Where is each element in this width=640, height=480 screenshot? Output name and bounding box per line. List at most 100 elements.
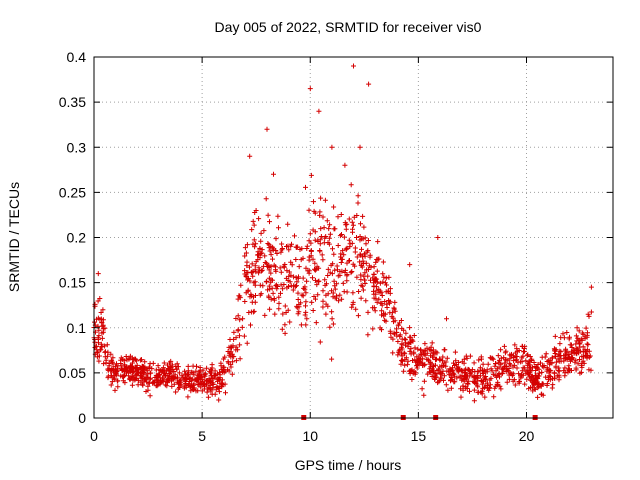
data-point (240, 316, 246, 322)
data-point (243, 250, 249, 256)
data-point (405, 344, 411, 350)
data-point (235, 327, 241, 333)
data-point (443, 382, 449, 388)
data-point (462, 374, 468, 379)
data-point (461, 356, 467, 362)
data-point (191, 372, 197, 378)
data-point (472, 379, 478, 385)
data-point (363, 298, 369, 304)
data-point (421, 392, 427, 398)
data-point (354, 274, 360, 280)
data-point (219, 380, 225, 386)
data-point (271, 246, 277, 252)
data-point (366, 81, 372, 87)
data-point (371, 280, 377, 286)
data-point (193, 377, 199, 383)
data-point (365, 248, 371, 254)
data-point (560, 331, 566, 337)
data-point (329, 271, 335, 277)
data-point (228, 344, 234, 350)
data-point (311, 294, 317, 299)
data-point (322, 197, 328, 203)
data-point (237, 317, 243, 323)
data-point (348, 182, 354, 188)
data-point (249, 299, 255, 305)
data-point (365, 332, 371, 338)
data-point (421, 362, 427, 368)
data-point (368, 264, 374, 270)
data-point (280, 311, 286, 317)
data-point (497, 357, 502, 363)
data-point (453, 362, 459, 367)
data-point (168, 369, 174, 375)
data-point (583, 325, 589, 331)
data-point (460, 383, 466, 389)
data-point (504, 379, 510, 385)
data-point (395, 352, 401, 358)
data-point (237, 342, 243, 348)
data-point (495, 379, 501, 385)
data-point (524, 376, 530, 382)
grid (94, 57, 613, 418)
data-point (349, 219, 355, 225)
data-point (337, 233, 343, 239)
data-point (239, 324, 245, 330)
data-point (183, 382, 189, 388)
data-point (233, 358, 239, 364)
data-point (247, 153, 253, 159)
data-point (463, 353, 469, 359)
data-point (158, 368, 164, 374)
data-point (547, 357, 553, 363)
data-point (303, 265, 309, 271)
data-point (165, 379, 171, 385)
data-point (357, 234, 363, 239)
data-point (274, 251, 280, 256)
data-point (150, 360, 156, 366)
data-point (282, 262, 288, 267)
data-point (480, 385, 486, 391)
data-point (129, 382, 135, 388)
data-point (347, 244, 353, 250)
data-point (553, 363, 559, 369)
data-point (256, 270, 262, 276)
data-point (403, 330, 409, 336)
data-point (313, 277, 318, 283)
data-point (479, 367, 485, 373)
data-point (344, 272, 350, 277)
data-point (443, 359, 449, 365)
data-point (124, 364, 130, 370)
data-point (147, 370, 153, 376)
data-point (267, 248, 273, 254)
data-point (358, 272, 364, 278)
data-point (316, 278, 322, 284)
data-point (144, 366, 150, 372)
data-point (310, 275, 315, 281)
data-point (296, 264, 302, 270)
data-point (502, 360, 508, 366)
data-point (498, 386, 504, 392)
data-point (258, 238, 264, 244)
data-point (524, 370, 530, 376)
data-point (428, 370, 434, 376)
data-point (400, 358, 405, 364)
data-point (242, 299, 248, 304)
data-point (295, 275, 301, 281)
data-point (278, 249, 284, 255)
data-point (137, 365, 143, 370)
data-point (580, 330, 586, 336)
data-point (285, 221, 291, 227)
data-point (409, 337, 415, 343)
data-point (276, 300, 282, 306)
data-point (217, 372, 223, 378)
data-point (162, 382, 168, 388)
data-point (584, 332, 590, 338)
data-point (430, 364, 436, 370)
data-point (255, 252, 261, 258)
data-point (188, 388, 194, 394)
data-point (220, 381, 226, 387)
data-point (283, 275, 289, 281)
data-point (266, 293, 272, 299)
data-point (410, 358, 415, 363)
data-point (492, 363, 498, 369)
data-point (361, 224, 367, 230)
